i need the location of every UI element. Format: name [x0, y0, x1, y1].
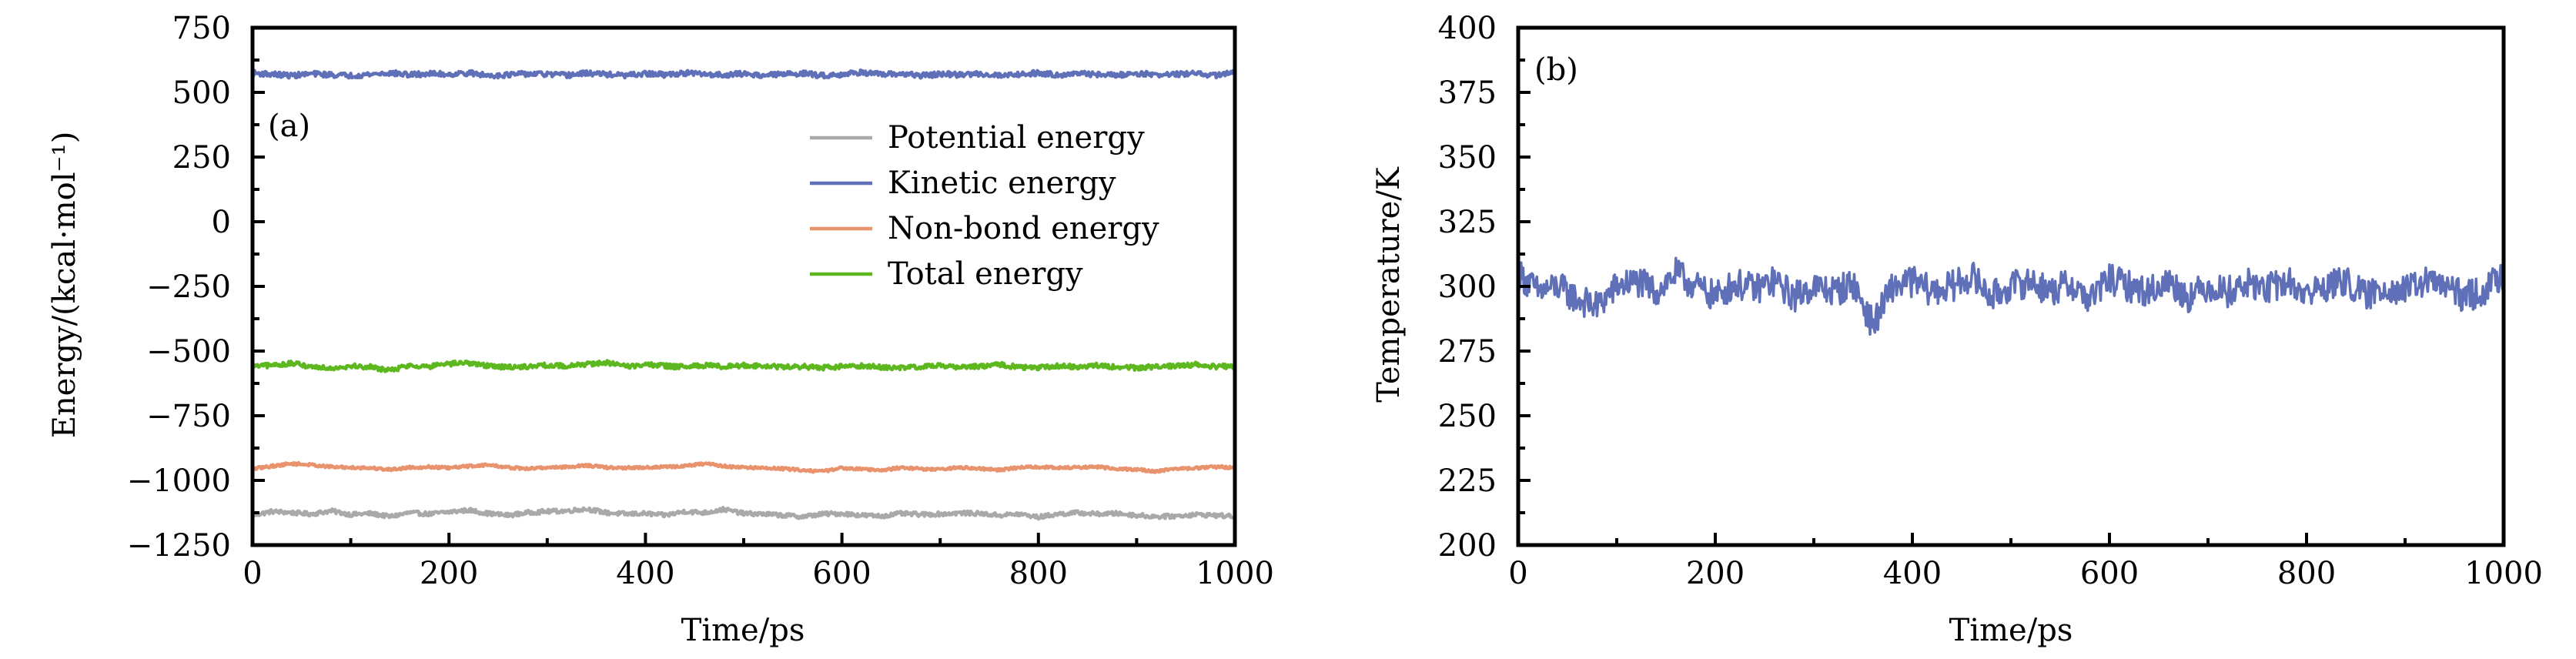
temperature-axis-ticks: 0 200 400 600 800 1000 400 375 350 325 300 275 250 22… [1438, 11, 2543, 591]
y-tick-label: 400 [1438, 11, 1497, 46]
y-tick-label: −1250 [127, 528, 231, 564]
y-tick-label: 500 [172, 75, 231, 111]
y-tick-label: 750 [172, 11, 231, 46]
temperature-series-layer [1517, 256, 2505, 336]
y-tick-label: 200 [1438, 528, 1497, 564]
energy-x-axis-title: Time/ps [681, 613, 805, 648]
x-tick-label: 1000 [2464, 556, 2543, 591]
x-tick-label: 0 [1508, 556, 1527, 591]
series-line-temperature [1517, 256, 2505, 336]
legend-label: Total energy [888, 256, 1083, 292]
legend-label: Potential energy [888, 120, 1145, 156]
legend-item: Non-bond energy [810, 211, 1159, 246]
y-tick-label: 375 [1438, 75, 1497, 111]
x-tick-label: 400 [616, 556, 674, 591]
series-line-kinetic-energy [250, 68, 1236, 80]
legend-label: Kinetic energy [888, 166, 1116, 201]
temperature-panel: 0 200 400 600 800 1000 400 375 350 325 300 275 250 22… [1371, 11, 2543, 648]
legend-item: Kinetic energy [810, 166, 1116, 201]
y-tick-label: −750 [146, 399, 231, 434]
temperature-y-axis-title: Temperature/K [1371, 166, 1407, 403]
x-tick-label: 800 [1009, 556, 1068, 591]
y-tick-label: 300 [1438, 269, 1497, 305]
series-line-non-bond-energy [252, 460, 1236, 474]
legend-item: Total energy [810, 256, 1083, 292]
panel-label-b: (b) [1534, 52, 1578, 88]
x-tick-label: 600 [812, 556, 871, 591]
energy-series-layer [250, 68, 1237, 521]
y-tick-label: −1000 [127, 463, 231, 499]
legend-label: Non-bond energy [888, 211, 1159, 246]
x-tick-label: 600 [2080, 556, 2139, 591]
y-tick-label: 275 [1438, 334, 1497, 370]
x-tick-label: 1000 [1196, 556, 1274, 591]
y-tick-label: 350 [1438, 140, 1497, 176]
y-tick-label: 225 [1438, 463, 1497, 499]
energy-panel: 0 200 400 600 800 1000 750 500 250 0 −250 −500 −750 −… [47, 11, 1274, 648]
y-tick-label: −500 [146, 334, 231, 370]
x-tick-label: 800 [2277, 556, 2336, 591]
x-tick-label: 0 [243, 556, 262, 591]
series-line-potential-energy [251, 506, 1237, 521]
series-line-total-energy [252, 359, 1236, 373]
x-tick-label: 400 [1883, 556, 1942, 591]
energy-axis-ticks: 0 200 400 600 800 1000 750 500 250 0 −250 −500 −750 −… [127, 11, 1274, 591]
x-tick-label: 200 [1686, 556, 1745, 591]
y-tick-label: −250 [146, 269, 231, 305]
y-tick-label: 325 [1438, 205, 1497, 240]
temperature-x-axis-title: Time/ps [1949, 613, 2073, 648]
x-tick-label: 200 [420, 556, 478, 591]
y-tick-label: 0 [212, 205, 231, 240]
panel-label-a: (a) [268, 109, 310, 144]
energy-legend: Potential energy Kinetic energy Non-bond e… [810, 120, 1159, 292]
y-tick-label: 250 [172, 140, 231, 176]
legend-item: Potential energy [810, 120, 1145, 156]
y-tick-label: 250 [1438, 399, 1497, 434]
energy-y-axis-title: Energy/(kcal·mol⁻¹) [47, 132, 82, 439]
